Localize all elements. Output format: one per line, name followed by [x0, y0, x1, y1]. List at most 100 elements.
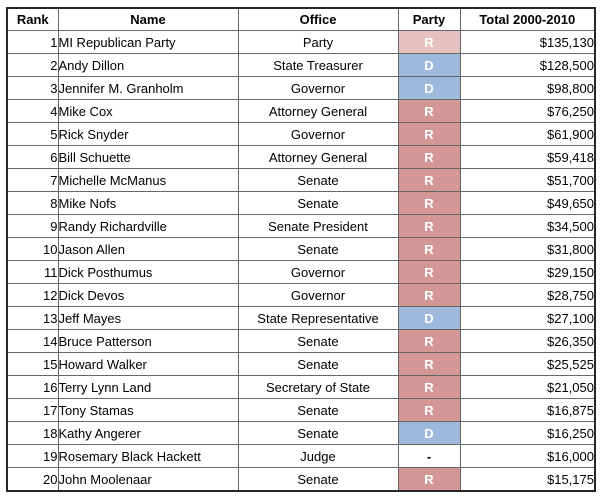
party-badge: R — [397, 260, 461, 284]
name-cell: Andy Dillon — [57, 53, 239, 77]
office-cell: Senate President — [237, 214, 399, 238]
rank-cell: 8 — [6, 191, 59, 215]
party-badge: R — [397, 467, 461, 492]
name-cell: MI Republican Party — [57, 30, 239, 54]
table-row: 19 Rosemary Black Hackett Judge - $16,000 — [6, 444, 596, 468]
rank-cell: 14 — [6, 329, 59, 353]
office-cell: Governor — [237, 283, 399, 307]
table-body: 1 MI Republican Party Party R $135,130 2 Andy … — [6, 30, 596, 492]
total-cell: $135,130 — [459, 30, 596, 54]
rank-cell: 5 — [6, 122, 59, 146]
name-cell: Kathy Angerer — [57, 421, 239, 445]
office-cell: State Treasurer — [237, 53, 399, 77]
total-cell: $59,418 — [459, 145, 596, 169]
table-row: 8 Mike Nofs Senate R $49,650 — [6, 191, 596, 215]
total-cell: $26,350 — [459, 329, 596, 353]
party-badge: R — [397, 122, 461, 146]
table-row: 9 Randy Richardville Senate President R $34,… — [6, 214, 596, 238]
rank-cell: 12 — [6, 283, 59, 307]
table-row: 16 Terry Lynn Land Secretary of State R $21,… — [6, 375, 596, 399]
header-rank: Rank — [6, 7, 59, 31]
header-total: Total 2000-2010 — [459, 7, 596, 31]
total-cell: $49,650 — [459, 191, 596, 215]
total-cell: $16,875 — [459, 398, 596, 422]
name-cell: Randy Richardville — [57, 214, 239, 238]
office-cell: Governor — [237, 260, 399, 284]
total-cell: $31,800 — [459, 237, 596, 261]
header-name: Name — [57, 7, 239, 31]
total-cell: $51,700 — [459, 168, 596, 192]
table-row: 5 Rick Snyder Governor R $61,900 — [6, 122, 596, 146]
party-badge: R — [397, 99, 461, 123]
rank-cell: 2 — [6, 53, 59, 77]
party-badge: R — [397, 30, 461, 54]
rank-cell: 15 — [6, 352, 59, 376]
header-party: Party — [397, 7, 461, 31]
total-cell: $29,150 — [459, 260, 596, 284]
name-cell: Tony Stamas — [57, 398, 239, 422]
office-cell: Secretary of State — [237, 375, 399, 399]
total-cell: $25,525 — [459, 352, 596, 376]
rank-cell: 19 — [6, 444, 59, 468]
total-cell: $27,100 — [459, 306, 596, 330]
rank-cell: 9 — [6, 214, 59, 238]
party-badge: R — [397, 168, 461, 192]
party-badge: R — [397, 191, 461, 215]
office-cell: Senate — [237, 329, 399, 353]
office-cell: Senate — [237, 398, 399, 422]
rank-cell: 7 — [6, 168, 59, 192]
table-header: Rank Name Office Party Total 2000-2010 — [6, 7, 596, 31]
table-row: 18 Kathy Angerer Senate D $16,250 — [6, 421, 596, 445]
table-row: 10 Jason Allen Senate R $31,800 — [6, 237, 596, 261]
name-cell: Jeff Mayes — [57, 306, 239, 330]
rank-cell: 13 — [6, 306, 59, 330]
rank-cell: 20 — [6, 467, 59, 492]
office-cell: Governor — [237, 76, 399, 100]
table-row: 2 Andy Dillon State Treasurer D $128,500 — [6, 53, 596, 77]
name-cell: Mike Cox — [57, 99, 239, 123]
rank-cell: 18 — [6, 421, 59, 445]
rank-cell: 3 — [6, 76, 59, 100]
rank-cell: 6 — [6, 145, 59, 169]
table-row: 20 John Moolenaar Senate R $15,175 — [6, 467, 596, 492]
name-cell: Dick Devos — [57, 283, 239, 307]
party-badge: R — [397, 352, 461, 376]
total-cell: $28,750 — [459, 283, 596, 307]
office-cell: Senate — [237, 352, 399, 376]
rank-cell: 1 — [6, 30, 59, 54]
table-row: 3 Jennifer M. Granholm Governor D $98,800 — [6, 76, 596, 100]
name-cell: Dick Posthumus — [57, 260, 239, 284]
party-badge: D — [397, 421, 461, 445]
total-cell: $15,175 — [459, 467, 596, 492]
name-cell: Howard Walker — [57, 352, 239, 376]
rank-cell: 16 — [6, 375, 59, 399]
rank-cell: 11 — [6, 260, 59, 284]
table-row: 7 Michelle McManus Senate R $51,700 — [6, 168, 596, 192]
table-row: 15 Howard Walker Senate R $25,525 — [6, 352, 596, 376]
total-cell: $21,050 — [459, 375, 596, 399]
name-cell: Mike Nofs — [57, 191, 239, 215]
funding-table: Rank Name Office Party Total 2000-2010 1… — [6, 7, 596, 492]
table-row: 13 Jeff Mayes State Representative D $27,100 — [6, 306, 596, 330]
table-row: 4 Mike Cox Attorney General R $76,250 — [6, 99, 596, 123]
table-row: 6 Bill Schuette Attorney General R $59,418 — [6, 145, 596, 169]
party-badge: D — [397, 76, 461, 100]
table-row: 14 Bruce Patterson Senate R $26,350 — [6, 329, 596, 353]
office-cell: Senate — [237, 191, 399, 215]
name-cell: Terry Lynn Land — [57, 375, 239, 399]
table-row: 17 Tony Stamas Senate R $16,875 — [6, 398, 596, 422]
total-cell: $76,250 — [459, 99, 596, 123]
party-badge: D — [397, 306, 461, 330]
name-cell: Rick Snyder — [57, 122, 239, 146]
total-cell: $16,000 — [459, 444, 596, 468]
name-cell: John Moolenaar — [57, 467, 239, 492]
office-cell: Senate — [237, 237, 399, 261]
name-cell: Bruce Patterson — [57, 329, 239, 353]
total-cell: $16,250 — [459, 421, 596, 445]
total-cell: $128,500 — [459, 53, 596, 77]
office-cell: Senate — [237, 421, 399, 445]
office-cell: Senate — [237, 168, 399, 192]
party-badge: R — [397, 237, 461, 261]
party-badge: D — [397, 53, 461, 77]
